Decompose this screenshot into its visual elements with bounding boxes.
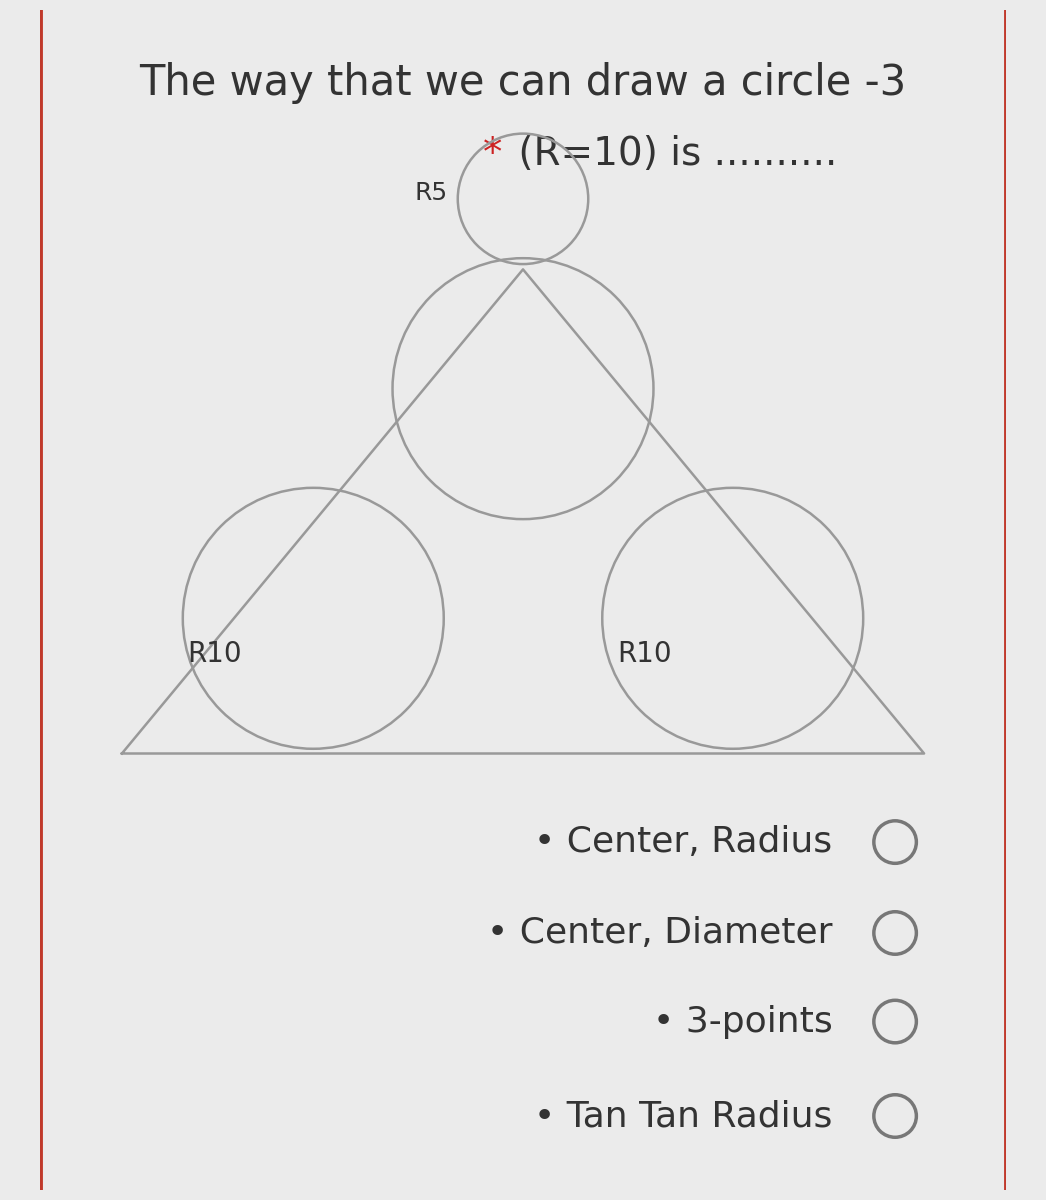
Text: R10: R10 <box>617 640 672 667</box>
Text: The way that we can draw a circle -3: The way that we can draw a circle -3 <box>139 62 907 104</box>
Text: R10: R10 <box>187 640 243 667</box>
Text: • Center, Diameter: • Center, Diameter <box>486 916 833 950</box>
Text: (R=10) is ..........: (R=10) is .......... <box>505 134 837 173</box>
Text: • Tan Tan Radius: • Tan Tan Radius <box>533 1099 833 1133</box>
Text: • 3-points: • 3-points <box>653 1004 833 1038</box>
Text: • Center, Radius: • Center, Radius <box>535 826 833 859</box>
Text: R5: R5 <box>415 181 448 205</box>
Text: *: * <box>482 134 502 173</box>
